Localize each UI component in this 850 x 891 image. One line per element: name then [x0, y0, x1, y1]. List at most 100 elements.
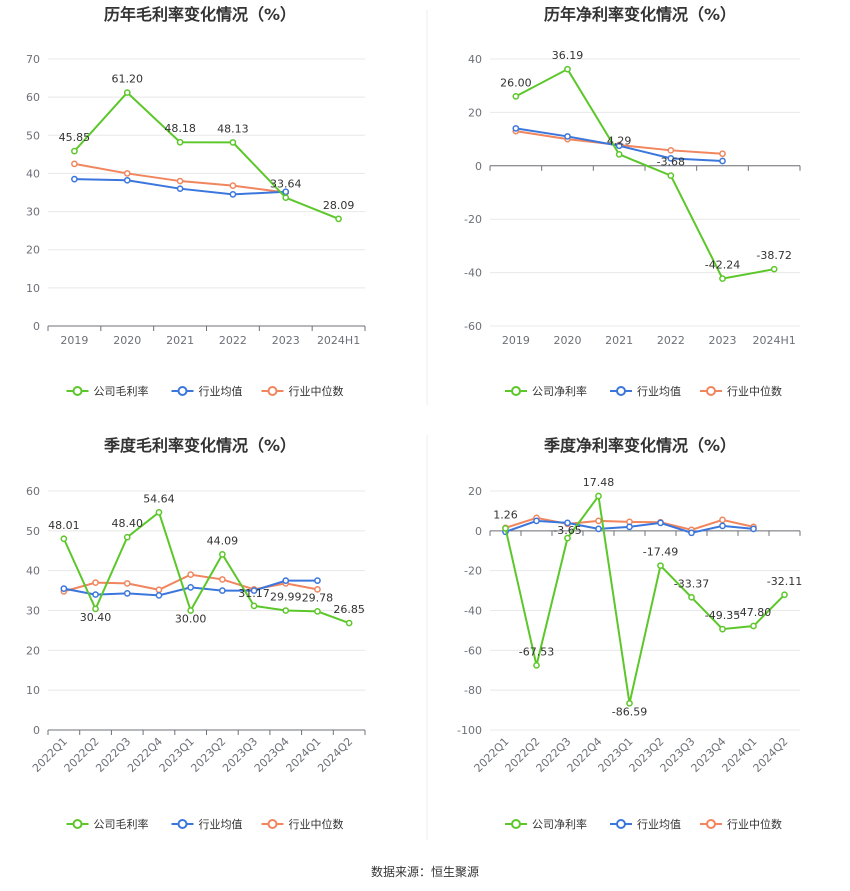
- data-point-avg: [123, 590, 131, 597]
- data-label: 48.40: [112, 517, 144, 530]
- data-label: -32.11: [767, 575, 802, 588]
- y-tick-label: 10: [26, 282, 40, 295]
- data-point-avg: [688, 529, 695, 537]
- data-point-median: [229, 182, 237, 189]
- x-tick-label: 2024Q2: [751, 735, 791, 775]
- data-label: 45.85: [59, 131, 91, 144]
- legend-marker: [616, 819, 626, 829]
- data-point-median: [187, 571, 194, 579]
- data-point-avg: [314, 577, 321, 584]
- x-tick-label: 2022: [219, 334, 247, 347]
- data-point-avg: [187, 584, 194, 591]
- data-label: 28.09: [323, 199, 355, 212]
- y-tick-label: 20: [468, 106, 482, 119]
- data-point-company: [60, 535, 68, 543]
- data-label: -33.37: [674, 577, 709, 590]
- legend-label: 行业均值: [199, 818, 243, 831]
- data-point-company: [123, 89, 131, 96]
- y-tick-label: 0: [33, 724, 40, 737]
- data-point-median: [219, 576, 226, 583]
- data-point-company: [92, 605, 99, 613]
- data-point-avg: [92, 591, 99, 598]
- data-point-company: [564, 534, 571, 542]
- legend-marker: [706, 386, 716, 396]
- series-line-company: [62, 510, 350, 624]
- data-label: -67.53: [519, 645, 554, 658]
- data-label: 54.64: [143, 492, 175, 505]
- data-point-company: [335, 215, 342, 223]
- data-point-median: [176, 177, 184, 185]
- data-point-company: [564, 65, 571, 73]
- legend-marker: [267, 819, 278, 829]
- legend-marker: [72, 386, 83, 396]
- data-point-median: [71, 160, 78, 168]
- data-point-company: [719, 625, 726, 633]
- data-point-company: [187, 607, 194, 614]
- legend-label: 行业中位数: [727, 817, 782, 831]
- legend-marker: [267, 386, 278, 396]
- y-tick-label: 50: [26, 525, 40, 538]
- x-tick-label: 2019: [502, 334, 530, 347]
- data-label: 31.17: [238, 587, 270, 600]
- data-point-avg: [123, 176, 131, 184]
- data-point-median: [92, 579, 99, 586]
- data-point-company: [657, 562, 664, 570]
- chart-title: 历年净利率变化情况（%）: [544, 5, 736, 24]
- y-tick-label: -20: [464, 565, 482, 578]
- x-tick-label: 2024H1: [753, 334, 796, 347]
- data-label: 30.00: [175, 613, 207, 626]
- y-tick-label: -60: [464, 320, 482, 333]
- y-tick-label: 40: [468, 53, 482, 66]
- data-label: -3.68: [657, 156, 685, 169]
- x-tick-label: 2024H1: [317, 334, 360, 347]
- data-label: 48.18: [164, 122, 196, 135]
- legend-marker: [177, 819, 188, 829]
- chart-title: 历年毛利率变化情况（%）: [104, 5, 296, 24]
- data-point-avg: [719, 522, 726, 530]
- data-label: 26.00: [500, 76, 532, 89]
- legend-marker: [511, 386, 521, 396]
- y-tick-label: 60: [26, 485, 40, 498]
- data-label: 48.01: [48, 519, 80, 532]
- x-tick-label: 2024Q2: [315, 735, 355, 775]
- data-label: 48.13: [217, 122, 249, 135]
- data-label: 30.40: [80, 611, 112, 624]
- data-point-company: [688, 593, 695, 601]
- data-label: 36.19: [552, 49, 584, 62]
- data-label: -38.72: [756, 249, 791, 262]
- data-point-avg: [282, 577, 290, 584]
- data-point-company: [750, 622, 757, 630]
- legend-label: 行业均值: [637, 385, 681, 398]
- data-point-avg: [626, 523, 633, 531]
- series-line-company: [504, 493, 786, 704]
- data-point-avg: [229, 191, 237, 198]
- data-point-avg: [750, 525, 757, 533]
- data-point-avg: [564, 133, 571, 140]
- data-point-company: [314, 608, 321, 615]
- x-tick-label: 2020: [113, 334, 141, 347]
- data-point-company: [176, 138, 184, 146]
- data-label: -86.59: [612, 705, 647, 718]
- series-line-company: [515, 67, 775, 280]
- data-point-company: [345, 619, 353, 627]
- data-point-median: [719, 516, 726, 524]
- y-tick-label: 40: [26, 565, 40, 578]
- legend-label: 行业均值: [199, 385, 243, 398]
- legend-label: 行业中位数: [727, 384, 782, 398]
- data-label: 1.26: [493, 508, 518, 521]
- x-tick-label: 2021: [166, 334, 194, 347]
- y-tick-label: 30: [26, 605, 40, 618]
- y-tick-label: 60: [26, 91, 40, 104]
- data-point-company: [595, 492, 602, 500]
- data-point-company: [71, 147, 78, 155]
- data-label: 29.99: [270, 591, 302, 604]
- data-point-avg: [595, 525, 602, 533]
- x-tick-label: 2021: [605, 334, 633, 347]
- data-label: 29.78: [302, 591, 334, 604]
- y-tick-label: 20: [26, 644, 40, 657]
- y-tick-label: -20: [464, 213, 482, 226]
- data-point-company: [502, 524, 509, 532]
- data-label: -17.49: [643, 546, 678, 559]
- x-tick-label: 2023: [709, 334, 737, 347]
- data-point-company: [533, 661, 540, 669]
